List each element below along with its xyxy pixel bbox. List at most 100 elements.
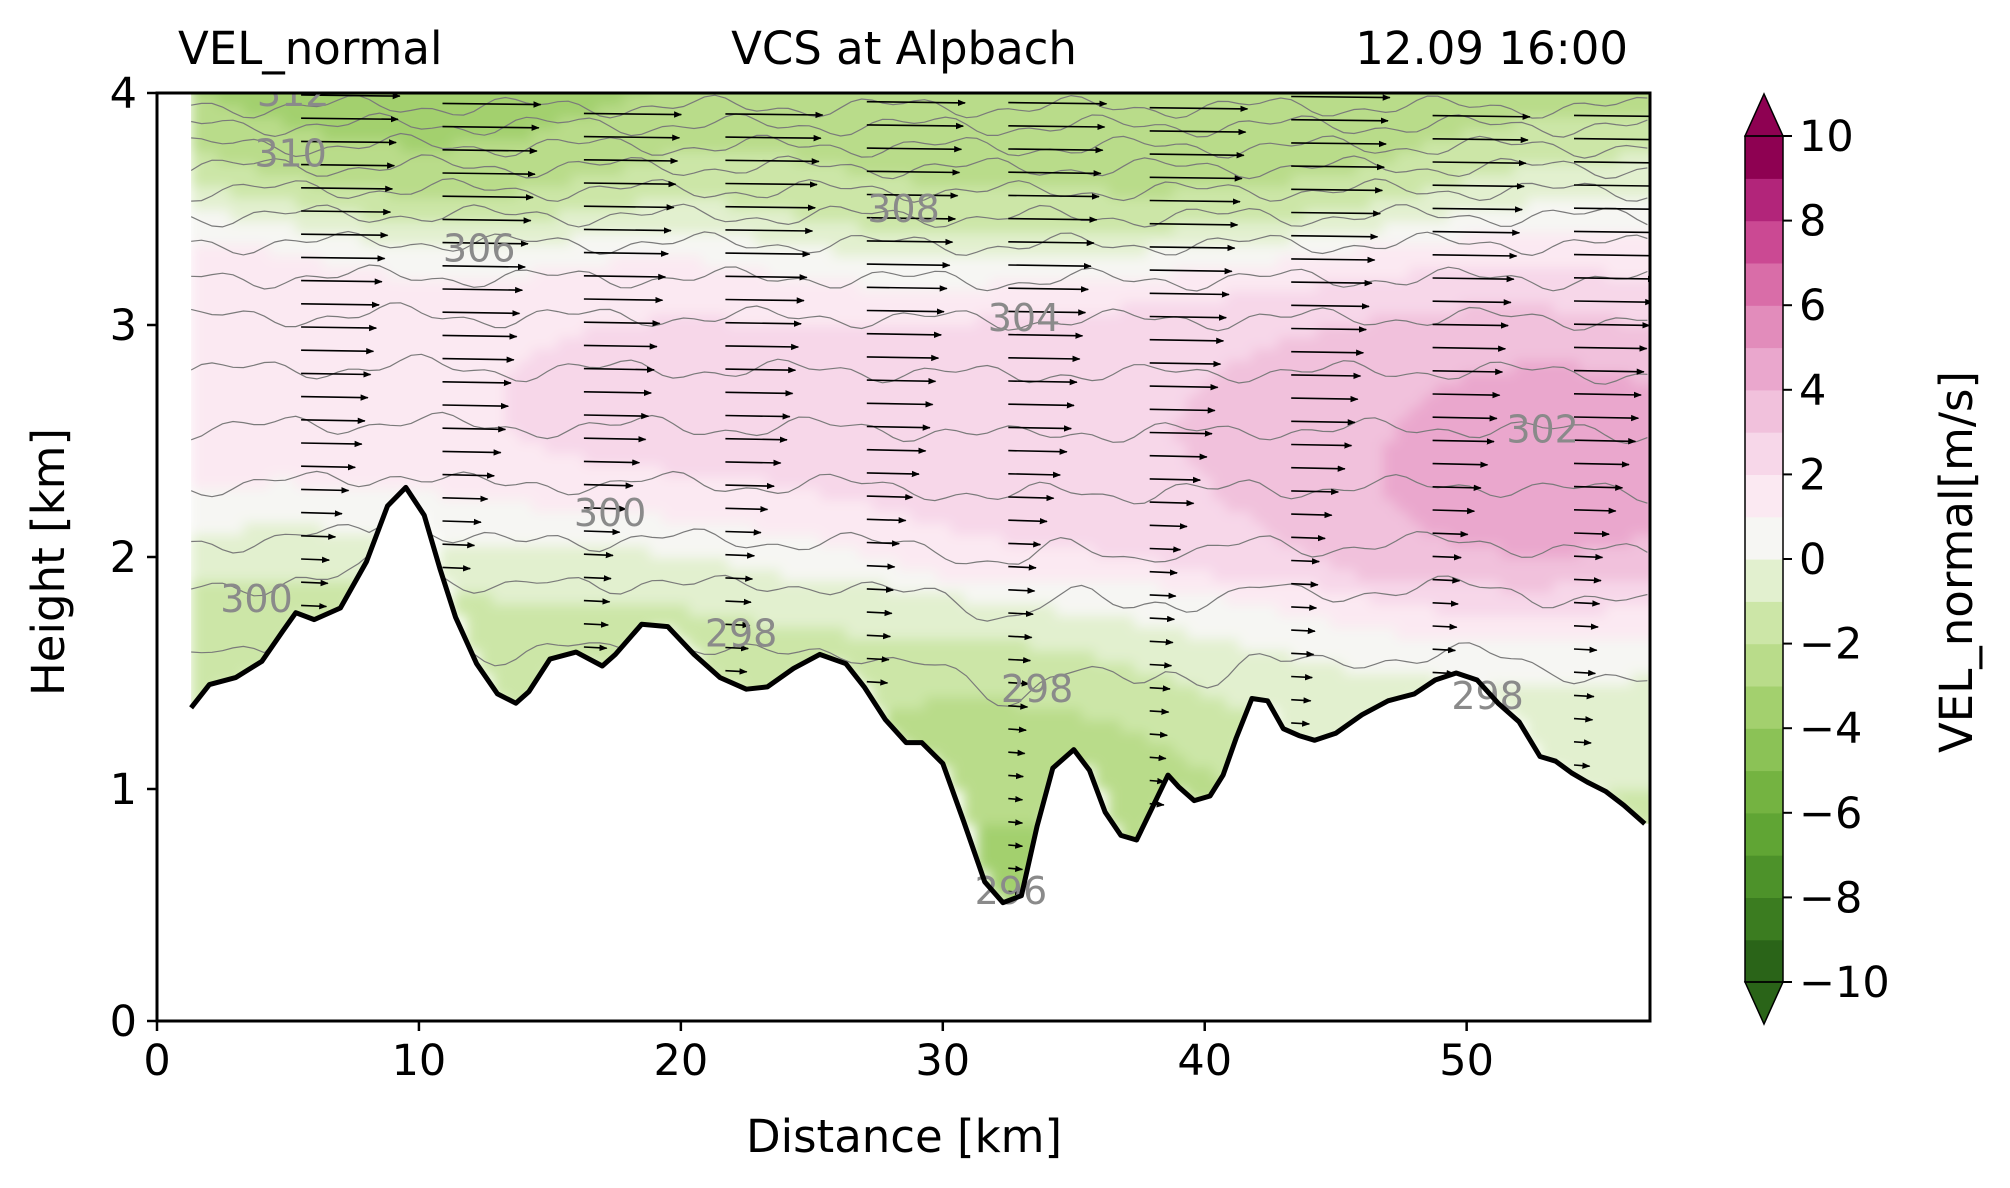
wind-arrow (583, 459, 641, 466)
wind-arrow (725, 181, 818, 188)
wind-arrow (583, 575, 612, 582)
isentrope-label: 308 (867, 187, 940, 231)
wind-arrow (442, 565, 471, 572)
wind-arrow (866, 238, 954, 246)
wind-arrow (1573, 623, 1599, 630)
isentrope-label: 312 (257, 71, 330, 115)
wind-arrow (1573, 414, 1640, 422)
wind-arrow (301, 324, 378, 332)
wind-arrow (301, 487, 350, 494)
wind-arrow (1291, 303, 1370, 310)
colorbar-tick-label: 0 (1799, 535, 1826, 585)
isentrope-label: 298 (1451, 674, 1524, 718)
wind-arrow (1008, 170, 1102, 177)
wind-arrow (1008, 633, 1033, 641)
title-left: VEL_normal (178, 22, 442, 75)
wind-arrow (1432, 530, 1469, 538)
wind-arrow (1573, 553, 1604, 561)
wind-arrow (1573, 230, 1650, 234)
wind-arrow (1291, 442, 1353, 449)
x-tick-label: 0 (143, 1036, 170, 1086)
wind-arrow (442, 402, 509, 410)
wind-arrow (1149, 152, 1245, 159)
wind-arrow (1008, 471, 1061, 479)
wind-arrow (1291, 395, 1359, 403)
wind-arrow (866, 169, 961, 176)
wind-arrow (866, 424, 931, 431)
wind-arrow (1149, 175, 1243, 182)
wind-arrow (725, 529, 762, 536)
wind-arrow (1291, 419, 1356, 426)
isentrope-label: 298 (1001, 667, 1074, 711)
wind-arrow (1573, 345, 1648, 352)
isentrope-line (191, 177, 1648, 203)
wind-arrow (301, 556, 330, 564)
wind-arrow (301, 301, 380, 308)
wind-arrow (583, 644, 608, 652)
y-tick-label: 4 (110, 69, 137, 119)
wind-arrow (301, 232, 389, 239)
wind-arrow (1149, 314, 1227, 321)
wind-arrow (1008, 610, 1034, 618)
wind-arrow (1432, 229, 1521, 236)
wind-arrow (725, 621, 751, 629)
wind-arrow (1008, 146, 1104, 154)
wind-arrow (1291, 604, 1318, 611)
wind-arrow (583, 366, 655, 373)
isentrope-line (190, 94, 1648, 119)
wind-arrow (1149, 407, 1216, 414)
colorbar-swatch (1745, 136, 1783, 179)
wind-arrow (725, 158, 820, 165)
x-axis-label: Distance [km] (746, 1110, 1062, 1163)
wind-arrow (1573, 507, 1617, 514)
wind-arrow (1432, 438, 1495, 445)
wind-arrow (583, 389, 652, 397)
wind-arrow (583, 436, 647, 443)
wind-arrow (725, 436, 788, 443)
colorbar-swatch (1745, 516, 1783, 560)
wind-arrow (725, 459, 782, 467)
wind-arrow (1149, 198, 1241, 205)
wind-arrow (866, 192, 959, 199)
wind-arrow (1432, 275, 1515, 283)
colorbar-tick-label: −10 (1799, 958, 1890, 1008)
wind-arrow (1008, 355, 1081, 363)
isentrope-line (190, 470, 1648, 505)
wind-arrow (866, 632, 892, 640)
wind-arrow (1291, 697, 1312, 704)
wind-arrow (1149, 221, 1239, 229)
wind-arrow (1149, 291, 1230, 298)
wind-arrow (301, 579, 329, 587)
wind-arrow (1573, 762, 1591, 769)
wind-arrow (1432, 623, 1458, 631)
wind-arrow (301, 185, 394, 193)
wind-arrow (1008, 749, 1026, 757)
wind-arrow (1008, 517, 1048, 525)
wind-arrow (866, 261, 951, 269)
isentrope-label: 306 (443, 226, 516, 270)
wind-arrow (301, 371, 372, 378)
wind-arrow (1573, 391, 1642, 399)
wind-arrow (442, 194, 534, 201)
wind-arrow (1573, 298, 1650, 306)
wind-arrow (866, 517, 907, 524)
wind-arrow (583, 412, 650, 420)
isentrope-line (190, 353, 1648, 385)
wind-arrow (1291, 140, 1387, 148)
isentrope-line (190, 112, 1648, 138)
x-tick-label: 40 (1177, 1036, 1232, 1086)
wind-arrow (1149, 128, 1247, 136)
wind-arrow (725, 204, 816, 211)
wind-arrow (1149, 777, 1166, 785)
colorbar-tick-label: −2 (1799, 620, 1862, 670)
wind-arrow (1149, 244, 1236, 252)
colorbar-swatch (1745, 939, 1783, 983)
isentrope-label: 302 (1506, 407, 1579, 451)
x-tick-label: 10 (392, 1036, 447, 1086)
x-tick-label: 30 (915, 1036, 970, 1086)
wind-arrow (1149, 569, 1178, 576)
wind-arrow (1149, 754, 1167, 762)
wind-arrow (725, 111, 824, 119)
colorbar-swatch (1745, 474, 1783, 518)
wind-arrow (866, 377, 937, 385)
